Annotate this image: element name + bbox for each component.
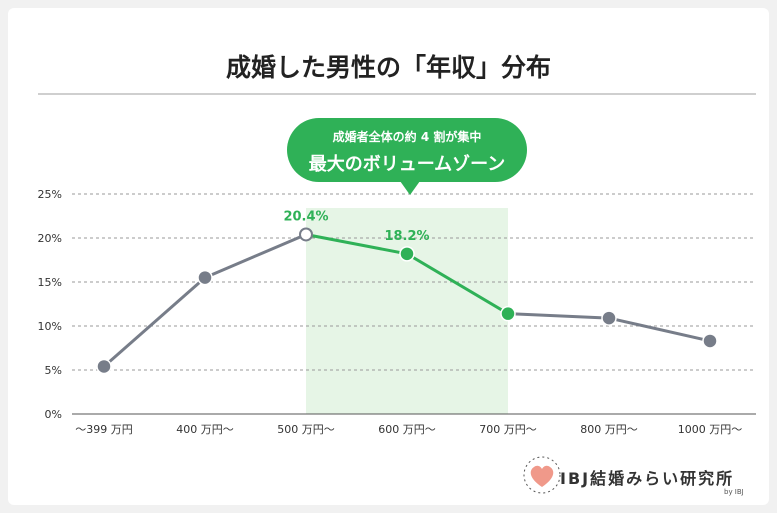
series-segment: [103, 276, 206, 368]
x-tick-label: 800 万円～: [580, 423, 638, 436]
brand-name: IBJ結婚みらい研究所: [560, 469, 735, 488]
y-tick-label: 10%: [38, 320, 62, 333]
y-tick-label: 0%: [45, 408, 62, 421]
series-segment: [406, 252, 509, 315]
x-tick-label: 500 万円～: [277, 423, 335, 436]
page-title: 成婚した男性の「年収」分布: [225, 53, 551, 82]
series-segment: [204, 233, 307, 279]
callout-subtext: 成婚者全体の約 4 割が集中: [332, 130, 482, 144]
title-divider: [38, 93, 756, 95]
series-segment: [305, 233, 408, 256]
x-tick-label: 700 万円～: [479, 423, 537, 436]
x-tick-label: ～399 万円: [75, 423, 133, 436]
series-segment: [507, 312, 610, 320]
data-point: [197, 269, 213, 286]
y-tick-label: 5%: [45, 364, 62, 377]
y-tick-label: 15%: [38, 276, 62, 289]
x-tick-label: 400 万円～: [176, 423, 234, 436]
data-point: [399, 246, 415, 262]
callout-pointer: [400, 181, 420, 195]
data-label: 18.2%: [384, 229, 429, 244]
y-tick-label: 25%: [38, 188, 62, 201]
x-tick-label: 1000 万円～: [678, 423, 743, 436]
data-point: [299, 227, 313, 242]
data-point: [601, 310, 617, 326]
series-segment: [608, 316, 711, 343]
x-tick-label: 600 万円～: [378, 423, 436, 436]
data-point: [500, 305, 516, 322]
volume-zone-callout: 成婚者全体の約 4 割が集中 最大のボリュームゾーン: [287, 118, 527, 182]
brand-sub: by IBJ: [724, 488, 744, 496]
data-point: [702, 333, 718, 349]
heart-icon: [523, 456, 561, 494]
callout-headline: 最大のボリュームゾーン: [308, 154, 506, 175]
y-tick-label: 20%: [38, 232, 62, 245]
data-label: 20.4%: [283, 209, 328, 224]
data-point: [96, 358, 112, 375]
